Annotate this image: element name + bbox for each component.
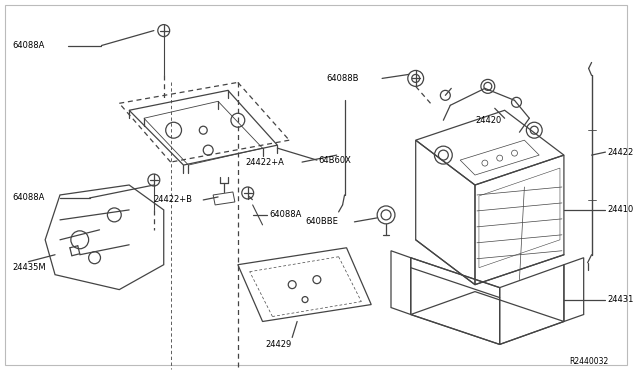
Text: 64088A: 64088A: [13, 41, 45, 50]
Text: 24429: 24429: [266, 340, 292, 349]
Text: 64088A: 64088A: [13, 193, 45, 202]
Text: 64088B: 64088B: [327, 74, 359, 83]
Text: 24422+B: 24422+B: [154, 195, 193, 205]
Text: 640BBE: 640BBE: [305, 217, 338, 227]
Text: 24422: 24422: [607, 148, 634, 157]
Text: 24431: 24431: [607, 295, 634, 304]
Text: 24410: 24410: [607, 205, 634, 214]
Text: 64088A: 64088A: [269, 211, 302, 219]
Text: R2440032: R2440032: [569, 357, 609, 366]
Text: 64B60X: 64B60X: [319, 155, 352, 164]
Text: 24435M: 24435M: [13, 263, 46, 272]
Text: 24420: 24420: [475, 116, 501, 125]
Text: 24422+A: 24422+A: [246, 158, 285, 167]
